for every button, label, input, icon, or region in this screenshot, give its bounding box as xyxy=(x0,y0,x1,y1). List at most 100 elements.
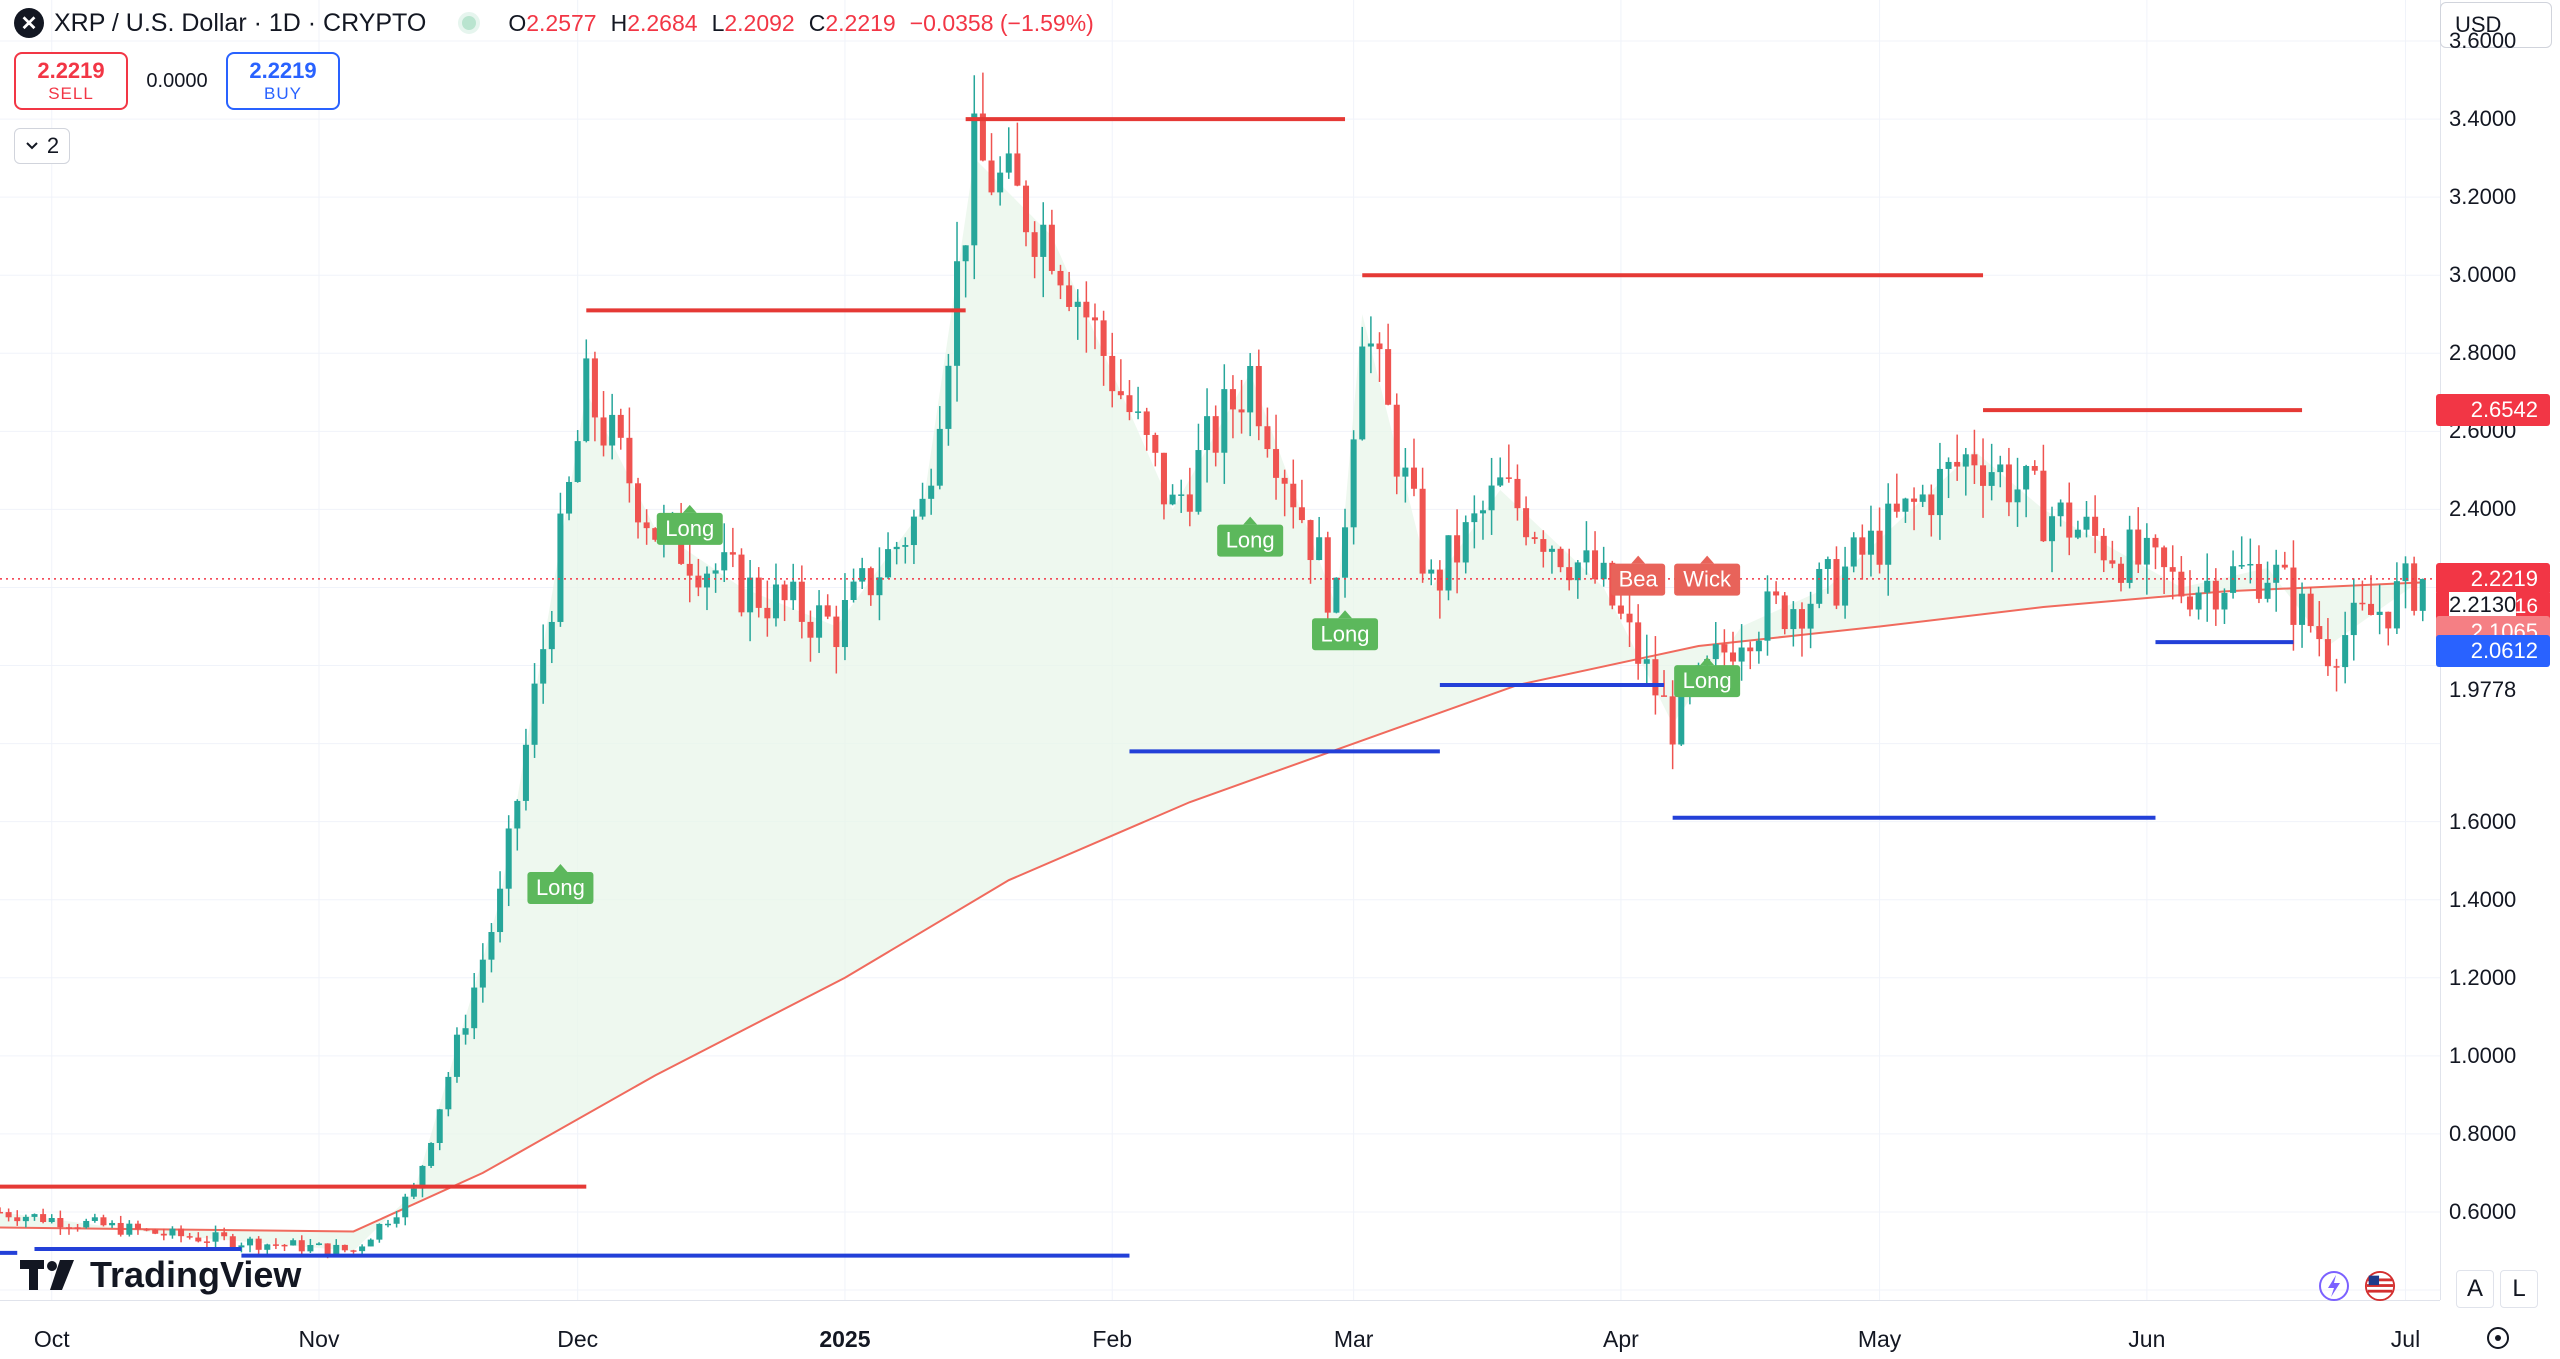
candle-body xyxy=(1531,537,1538,540)
signal-tag-box xyxy=(1312,618,1379,651)
candle-body xyxy=(298,1240,305,1252)
candle-body xyxy=(954,261,961,366)
candle-body xyxy=(315,1243,323,1246)
symbol-title[interactable]: XRP / U.S. Dollar · 1D · CRYPTO xyxy=(54,8,427,37)
candle-body xyxy=(2376,611,2383,615)
candle-body xyxy=(1445,535,1452,591)
candle-body xyxy=(307,1245,314,1252)
time-tick-label: Jul xyxy=(2390,1326,2421,1352)
candle-body xyxy=(1074,301,1081,307)
auto-scale-label: A xyxy=(2466,1275,2483,1302)
candle-body xyxy=(1540,539,1547,552)
candle-body xyxy=(686,563,693,576)
price-tick-label: 1.0000 xyxy=(2449,1042,2517,1068)
candle-body xyxy=(1367,343,1374,347)
candle-body xyxy=(1083,301,1090,318)
indicators-toggle-button[interactable]: 2 xyxy=(14,128,70,164)
long-signal-tag[interactable]: Long xyxy=(1674,657,1741,698)
candle-body xyxy=(1643,659,1650,664)
candle-body xyxy=(1661,695,1668,697)
candle-body xyxy=(824,605,831,617)
signal-tag-text: Wick xyxy=(1683,567,1732,592)
candle-body xyxy=(1747,647,1754,652)
candle-body xyxy=(910,516,917,546)
candle-body xyxy=(1229,389,1236,410)
candle-body xyxy=(893,546,900,550)
price-change: −0.0358 (−1.59%) xyxy=(909,9,1094,36)
sell-button[interactable]: 2.2219 SELL xyxy=(14,52,128,110)
lightning-icon[interactable] xyxy=(2318,1270,2350,1302)
candle-body xyxy=(1807,603,1814,629)
candle-body xyxy=(186,1236,193,1238)
candle-body xyxy=(488,932,495,960)
candle-body xyxy=(169,1228,176,1236)
candle-body xyxy=(2324,639,2331,667)
candle-body xyxy=(1988,472,1995,486)
candle-body xyxy=(1091,317,1098,321)
candle-body xyxy=(1040,224,1047,257)
candle-body xyxy=(833,616,840,648)
candle-body xyxy=(2143,537,2150,565)
bearish-wick-tag[interactable]: Bea xyxy=(1611,555,1666,596)
signal-tag-text: Bea xyxy=(1619,567,1659,592)
candle-body xyxy=(497,888,504,933)
price-tick-label: 1.4000 xyxy=(2449,886,2517,912)
log-scale-button[interactable]: L xyxy=(2500,1270,2538,1308)
candle-body xyxy=(2290,567,2297,625)
long-signal-tag[interactable]: Long xyxy=(527,863,594,904)
ohlc-low-key: L xyxy=(711,9,725,36)
candle-body xyxy=(1385,349,1392,405)
price-tick-label: 1.2000 xyxy=(2449,964,2517,990)
time-axis[interactable] xyxy=(0,1300,2440,1359)
long-signal-tag[interactable]: Long xyxy=(656,504,723,545)
long-signal-tag[interactable]: Long xyxy=(1217,516,1284,557)
candle-body xyxy=(859,568,866,582)
candle-body xyxy=(2169,567,2176,572)
candle-body xyxy=(1048,224,1055,271)
candle-body xyxy=(2212,580,2219,610)
candle-body xyxy=(971,113,978,246)
indicator-count: 2 xyxy=(46,133,60,158)
candle-body xyxy=(2281,564,2288,568)
candle-body xyxy=(117,1222,124,1235)
candle-body xyxy=(1678,687,1685,745)
candle-body xyxy=(1566,567,1573,581)
candle-body xyxy=(1798,609,1805,629)
candle-body xyxy=(1255,366,1262,427)
candle-body xyxy=(729,552,736,555)
settings-icon[interactable] xyxy=(2482,1322,2514,1354)
market-status-icon[interactable] xyxy=(458,12,481,34)
candle-body xyxy=(1428,569,1435,574)
price-chart[interactable]: Bea Wick Long Long Long Long Long xyxy=(0,0,2440,1300)
candle-body xyxy=(1109,355,1116,392)
candle-body xyxy=(2048,516,2056,542)
candle-body xyxy=(583,358,590,442)
currency-selector[interactable]: USD xyxy=(2440,2,2552,48)
candle-body xyxy=(367,1239,374,1247)
candle-body xyxy=(1497,477,1504,486)
long-signal-tag[interactable]: Long xyxy=(1312,610,1379,651)
candle-body xyxy=(1031,232,1038,257)
candle-body xyxy=(436,1109,443,1143)
sell-price: 2.2219 xyxy=(37,58,105,83)
candle-body xyxy=(1298,507,1305,521)
candle-body xyxy=(1962,454,1969,467)
candle-body xyxy=(195,1237,202,1242)
candle-body xyxy=(1454,535,1461,563)
signal-tag-box xyxy=(1217,524,1284,557)
candle-body xyxy=(126,1223,133,1235)
bearish-wick-tag[interactable]: Wick xyxy=(1674,555,1741,596)
tradingview-logo[interactable]: TradingView xyxy=(20,1254,301,1296)
candle-body xyxy=(1980,465,1987,486)
candle-body xyxy=(2299,593,2306,625)
candle-body xyxy=(31,1214,38,1217)
us-flag-icon[interactable] xyxy=(2364,1270,2396,1302)
candle-body xyxy=(2273,564,2280,583)
time-tick-label: 2025 xyxy=(819,1326,871,1352)
candle-body xyxy=(1066,285,1073,307)
candle-body xyxy=(281,1244,288,1247)
buy-button[interactable]: 2.2219 BUY xyxy=(226,52,340,110)
candle-body xyxy=(178,1228,185,1237)
auto-scale-button[interactable]: A xyxy=(2456,1270,2494,1308)
candle-body xyxy=(997,172,1004,193)
